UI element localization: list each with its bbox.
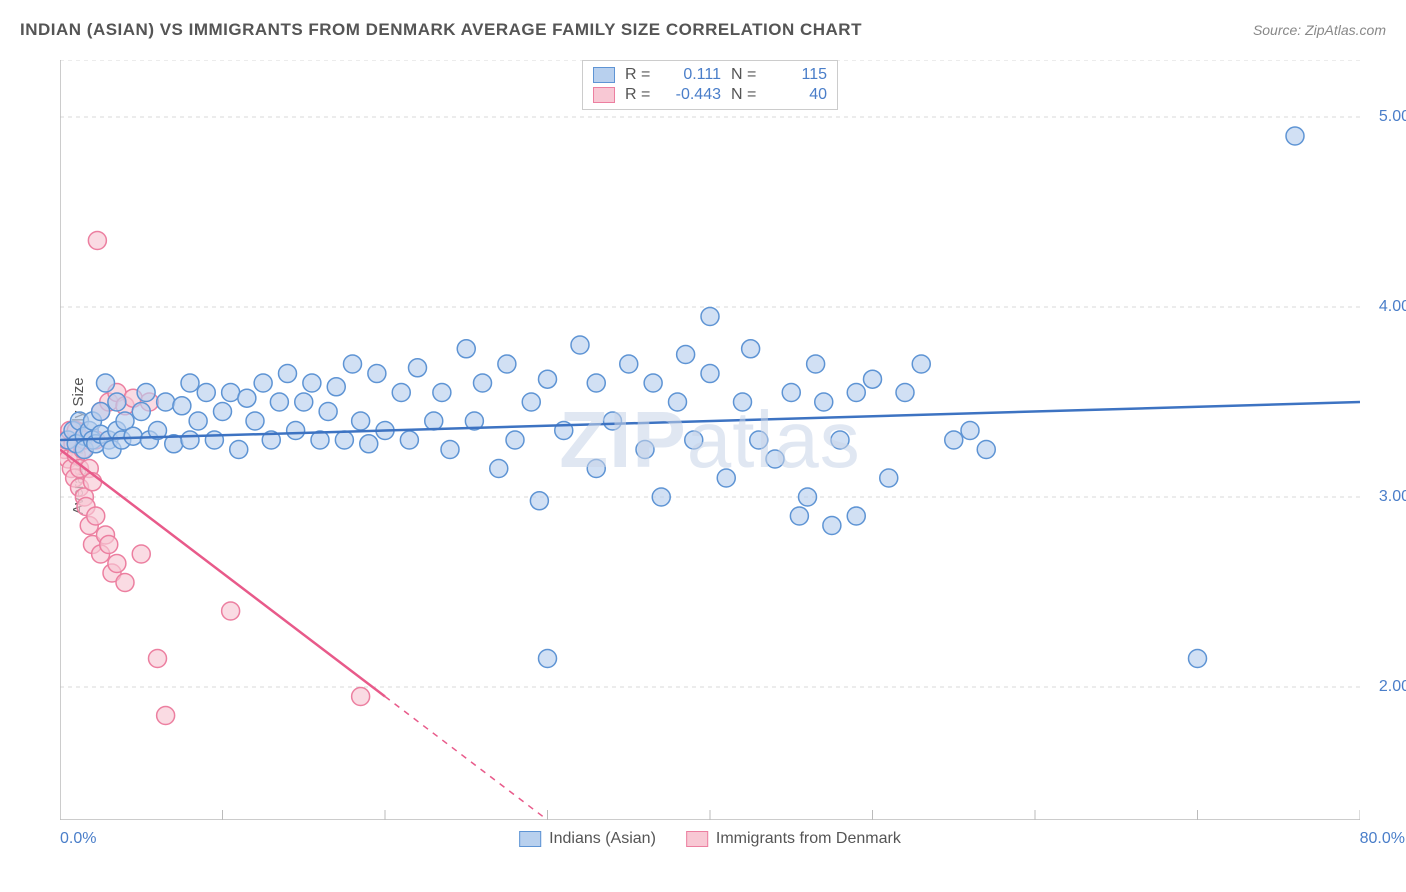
swatch-b [593, 87, 615, 103]
n-value-b: 40 [769, 86, 827, 104]
y-tick-label: 5.00 [1379, 108, 1406, 126]
n-label-b: N = [731, 86, 759, 104]
scatter-plot [60, 60, 1360, 820]
legend-item-a: Indians (Asian) [519, 830, 656, 848]
n-label-a: N = [731, 66, 759, 84]
swatch-b-bottom [686, 831, 708, 847]
r-value-a: 0.111 [663, 66, 721, 84]
y-tick-label: 4.00 [1379, 298, 1406, 316]
legend-label-b: Immigrants from Denmark [716, 830, 901, 848]
n-value-a: 115 [769, 66, 827, 84]
legend-row-a: R = 0.111 N = 115 [593, 65, 827, 85]
legend-row-b: R = -0.443 N = 40 [593, 85, 827, 105]
chart-container: ZIPatlas R = 0.111 N = 115 R = -0.443 N … [60, 60, 1360, 820]
x-axis-max-label: 80.0% [1360, 830, 1405, 848]
y-tick-label: 2.00 [1379, 678, 1406, 696]
series-legend: Indians (Asian) Immigrants from Denmark [519, 830, 901, 848]
swatch-a-bottom [519, 831, 541, 847]
swatch-a [593, 67, 615, 83]
x-axis-min-label: 0.0% [60, 830, 96, 848]
legend-item-b: Immigrants from Denmark [686, 830, 901, 848]
r-value-b: -0.443 [663, 86, 721, 104]
r-label-b: R = [625, 86, 653, 104]
legend-label-a: Indians (Asian) [549, 830, 656, 848]
source-attribution: Source: ZipAtlas.com [1253, 22, 1386, 38]
correlation-legend: R = 0.111 N = 115 R = -0.443 N = 40 [582, 60, 838, 110]
r-label-a: R = [625, 66, 653, 84]
y-tick-label: 3.00 [1379, 488, 1406, 506]
page-title: INDIAN (ASIAN) VS IMMIGRANTS FROM DENMAR… [20, 20, 862, 40]
